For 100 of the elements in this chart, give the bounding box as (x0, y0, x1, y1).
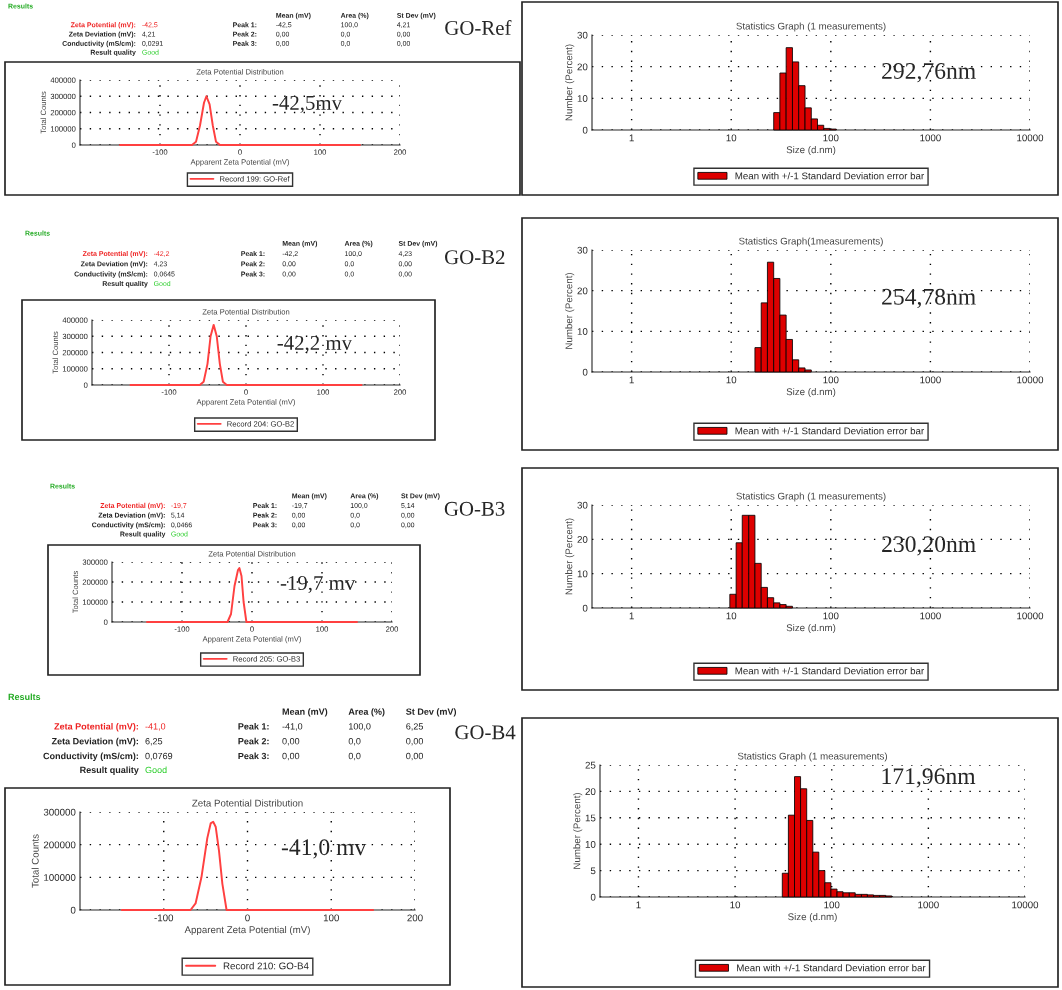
annotation: -19,7 mv (280, 576, 356, 594)
text: Peak 1: (238, 722, 269, 730)
y-tick-label: 30 (577, 31, 588, 39)
x-axis-title: Size (d.nm) (788, 913, 837, 923)
text: Results (8, 693, 41, 701)
text: Peak 2: (238, 737, 269, 745)
y-tick-label: 20 (585, 788, 596, 796)
text: 6,25 (406, 723, 423, 731)
y-tick-label: 200000 (43, 841, 76, 849)
x-tick-label: 10000 (1012, 901, 1039, 909)
text: 0,00 (282, 738, 300, 746)
y-tick-label: 0 (582, 368, 588, 376)
chart-title: Statistics Graph (1 measurements) (736, 492, 886, 502)
y-tick-label: 0 (590, 893, 596, 901)
text: -41,0 (282, 723, 303, 731)
y-tick-label: 0 (582, 126, 588, 134)
text: 0,0 (348, 738, 361, 746)
legend-label: Mean with +/-1 Standard Deviation error bar (735, 427, 925, 435)
y-tick-label: 25 (585, 761, 596, 769)
x-tick-label: 100 (824, 901, 840, 909)
y-axis-title: Number (Percent) (565, 518, 575, 595)
y-tick-label: 20 (577, 287, 588, 295)
x-tick-label: -100 (154, 914, 174, 922)
x-tick-label: 1000 (920, 134, 941, 142)
y-tick-label: 0 (582, 604, 588, 612)
x-tick-label: 10 (726, 612, 737, 620)
y-tick-label: 20 (577, 63, 588, 71)
x-tick-label: 1000 (920, 376, 941, 384)
chart-title: Statistics Graph(1measurements) (739, 237, 883, 247)
text: 0,00 (282, 752, 300, 761)
x-axis-title: Size (d.nm) (786, 388, 836, 398)
text: -41,0 (145, 723, 166, 731)
annotation: -42,5mv (272, 95, 343, 113)
line-series (119, 95, 361, 146)
legend-label: Record 210: GO-B4 (223, 962, 309, 970)
chart-title: Zeta Potential Distribution (192, 799, 303, 807)
x-tick-label: 100 (323, 914, 339, 922)
text: 0,00 (406, 752, 424, 761)
line-series (120, 820, 375, 911)
x-tick-label: 1000 (918, 901, 939, 909)
y-axis-title: Number (Percent) (573, 792, 583, 869)
text: Zeta Potential (mV): (54, 722, 138, 732)
x-tick-label: 10 (726, 376, 737, 384)
line-series (146, 567, 358, 623)
y-tick-label: 20 (577, 536, 588, 543)
text: Mean (mV) (282, 708, 328, 717)
text: Zeta Deviation (mV): (51, 737, 138, 747)
x-tick-label: 10000 (1017, 376, 1044, 384)
y-axis-title: Total Counts (31, 834, 39, 888)
x-tick-label: 100 (823, 612, 839, 620)
text: GO-B4 (455, 725, 516, 740)
x-tick-label: 100 (823, 376, 839, 384)
text: St Dev (mV) (406, 708, 457, 717)
y-tick-label: 30 (577, 246, 588, 254)
y-tick-label: 10 (577, 570, 588, 578)
annotation: 254,78nm (882, 288, 976, 309)
text: Peak 3: (238, 752, 269, 760)
text: GO-B2 (445, 250, 505, 265)
x-tick-label: 1 (629, 376, 634, 384)
text: 6,25 (145, 738, 163, 746)
x-tick-label: 1 (629, 612, 634, 620)
text: Good (145, 766, 167, 774)
legend-label: Mean with +/-1 Standard Deviation error bar (735, 172, 925, 180)
y-tick-label: 10 (585, 840, 596, 848)
x-tick-label: 0 (245, 914, 250, 922)
x-tick-label: 200 (407, 914, 423, 922)
text: GO-Ref (445, 20, 512, 35)
text: GO-B3 (444, 501, 505, 516)
x-tick-label: 10 (726, 134, 737, 142)
annotation: -41,0 mv (281, 839, 367, 859)
annotation: -42,2 mv (277, 335, 353, 353)
x-tick-label: 1 (636, 901, 641, 909)
annotation: 292,76nm (882, 63, 976, 83)
annotation: 230,20nm (882, 536, 976, 556)
text: 0,0769 (145, 752, 173, 761)
y-tick-label: 100000 (44, 874, 76, 881)
x-axis-title: Size (d.nm) (786, 146, 836, 156)
text: 0,00 (406, 738, 424, 746)
text: Conductivity (mS/cm): (43, 752, 138, 761)
text: Area (%) (348, 708, 385, 717)
y-tick-label: 10 (577, 95, 588, 102)
x-tick-label: 10000 (1017, 134, 1044, 142)
legend-label: Mean with +/-1 Standard Deviation error bar (735, 667, 925, 675)
legend-label: Mean with +/-1 Standard Deviation error bar (737, 964, 926, 972)
x-tick-label: 100 (823, 134, 839, 142)
text: Result quality (80, 766, 139, 775)
y-tick-label: 5 (590, 867, 596, 875)
annotation: 171,96nm (882, 768, 976, 788)
text: 0,0 (348, 752, 361, 761)
y-tick-label: 30 (577, 501, 588, 509)
x-axis-title: Size (d.nm) (786, 624, 836, 634)
line-series (129, 323, 363, 386)
y-axis-title: Number (Percent) (565, 44, 575, 121)
x-tick-label: 10 (730, 901, 741, 909)
x-tick-label: 1000 (920, 612, 941, 620)
y-tick-label: 0 (70, 906, 76, 914)
x-tick-label: 10000 (1017, 612, 1044, 620)
y-tick-label: 15 (585, 814, 596, 822)
chart-title: Statistics Graph (1 measurements) (736, 22, 886, 32)
x-axis-title: Apparent Zeta Potential (mV) (184, 926, 310, 936)
